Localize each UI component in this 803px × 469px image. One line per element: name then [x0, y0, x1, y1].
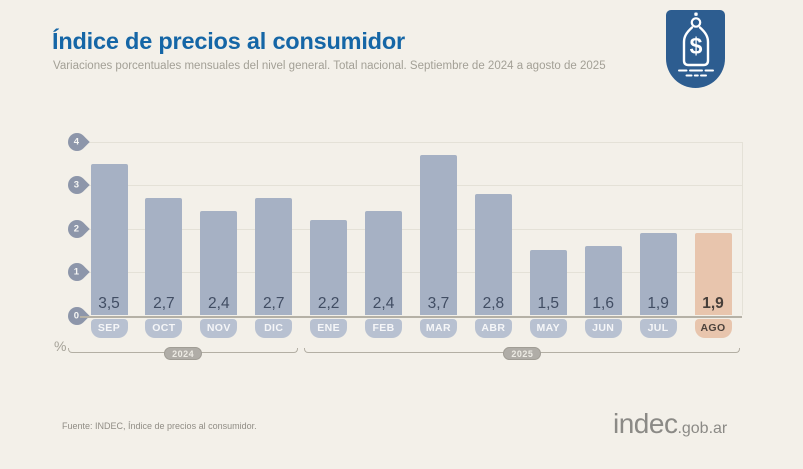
svg-text:$: $: [689, 33, 702, 59]
bar-oct: [145, 198, 183, 316]
x-axis-label-may: MAY: [529, 318, 567, 338]
y-axis-tick-label: 4: [74, 136, 80, 148]
gridline: [80, 185, 742, 187]
x-axis-label-jul: JUL: [639, 318, 677, 338]
y-axis-tick-label: 0: [74, 309, 80, 321]
indec-logo-suffix: .gob.ar: [677, 420, 728, 437]
x-axis-label-feb: FEB: [365, 318, 403, 338]
x-axis-label-ene: ENE: [310, 318, 348, 338]
indec-logo-main: indec: [613, 408, 678, 439]
source-note: Fuente: INDEC, Índice de precios al cons…: [62, 421, 257, 431]
year-label-2025: 2025: [503, 346, 542, 360]
page-subtitle: Variaciones porcentuales mensuales del n…: [53, 60, 606, 72]
x-axis-label-nov: NOV: [200, 318, 238, 338]
price-tag-badge: $: [666, 10, 725, 88]
x-axis-label-abr: ABR: [474, 318, 512, 338]
y-axis-tick-label: 1: [74, 266, 80, 278]
bar-value-label: 1,6: [592, 294, 614, 312]
bar-value-label: 2,4: [372, 294, 395, 312]
x-axis-label-dic: DIC: [255, 318, 293, 338]
bar-value-label: 2,2: [317, 294, 340, 312]
bar-value-label: 3,7: [427, 294, 450, 312]
plot-right-border: [742, 141, 743, 316]
x-axis-label-jun: JUN: [584, 318, 622, 338]
x-axis-line: [80, 315, 742, 318]
y-axis-tick: 4: [64, 129, 90, 155]
y-axis-tick: 1: [64, 259, 90, 285]
bar-value-label: 3,5: [98, 294, 120, 312]
y-axis-unit-label: %: [54, 338, 67, 354]
bar-feb: [365, 211, 403, 316]
gridline: [80, 228, 742, 230]
y-axis-tick-label: 3: [74, 179, 80, 191]
x-axis-label-oct: OCT: [145, 318, 183, 338]
gridline: [80, 141, 742, 143]
page-title: Índice de precios al consumidor: [52, 28, 405, 54]
y-axis-tick: 3: [64, 172, 90, 199]
bar-value-label: 1,9: [647, 294, 669, 312]
bar-ene: [310, 220, 348, 316]
bar-value-label: 2,7: [153, 294, 175, 312]
gridline: [80, 272, 742, 274]
bar-value-label: 2,8: [482, 294, 505, 312]
bar-sep: [90, 163, 128, 316]
x-axis-label-mar: MAR: [419, 318, 457, 338]
indec-logo: indec .gob.ar: [613, 408, 727, 440]
bar-value-label: 1,5: [537, 294, 560, 312]
bar-mar: [419, 154, 457, 316]
year-label-2024: 2024: [164, 346, 203, 360]
y-axis-tick: 2: [64, 215, 90, 242]
x-axis-label-ago: AGO: [694, 318, 732, 338]
bar-dic: [255, 198, 293, 316]
bar-may: [529, 250, 567, 316]
bar-jul: [639, 233, 677, 316]
bar-value-label: 2,7: [262, 294, 285, 312]
bar-ago: [694, 233, 732, 316]
y-axis-tick-label: 2: [74, 223, 80, 235]
bar-value-label: 1,9: [702, 294, 724, 312]
x-axis-label-sep: SEP: [90, 318, 128, 338]
bar-jun: [584, 246, 622, 316]
bar-value-label: 2,4: [208, 294, 230, 312]
price-tag-dollar-icon: $: [677, 12, 714, 77]
bar-abr: [474, 193, 512, 316]
bar-nov: [200, 211, 238, 316]
